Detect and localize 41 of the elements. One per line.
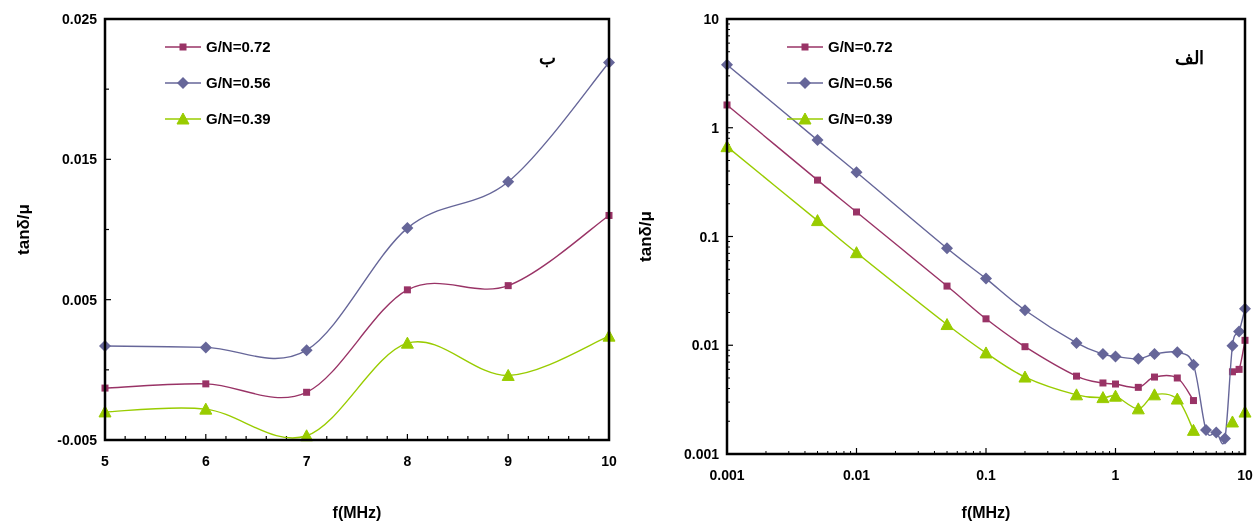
point [202, 380, 210, 388]
x-tick-label: 9 [504, 453, 513, 469]
x-tick-label: 0.01 [842, 467, 871, 483]
legend-label: G/N=0.56 [828, 74, 893, 91]
x-axis-title: f(MHz) [961, 504, 1011, 521]
point [199, 402, 213, 415]
point [400, 336, 414, 349]
x-tick-label: 0.1 [976, 467, 996, 483]
y-tick-label: 10 [703, 11, 720, 27]
x-tick-label: 7 [302, 453, 311, 469]
y-axis-title: tanδ/μ [636, 211, 655, 262]
x-tick-label: 1 [1111, 467, 1120, 483]
y-tick-label: 0.1 [699, 228, 720, 245]
point [504, 282, 512, 290]
x-tick-label: 5 [101, 453, 110, 469]
x-tick-label: 6 [201, 453, 210, 469]
y-tick-label: 0.025 [61, 11, 98, 27]
x-tick-label: 10 [601, 453, 617, 469]
point [501, 368, 515, 381]
x-tick-label: 10 [1237, 467, 1253, 483]
annotation: الف [1175, 48, 1204, 68]
point [403, 286, 411, 294]
y-tick-label: 0.005 [61, 291, 98, 308]
y-tick-label: 0.015 [61, 151, 98, 168]
point [300, 344, 313, 357]
legend-label: G/N=0.72 [828, 38, 893, 55]
legend-label: G/N=0.72 [206, 38, 271, 55]
legend-label: G/N=0.39 [828, 110, 893, 127]
point [502, 175, 515, 188]
point [199, 341, 212, 354]
y-axis-title: tanδ/μ [14, 204, 33, 255]
x-axis-title: f(MHz) [332, 504, 382, 521]
point [303, 388, 311, 396]
point [401, 222, 414, 235]
x-tick-label: 8 [403, 453, 412, 469]
y-tick-label: 0.01 [691, 337, 720, 354]
annotation: ب [539, 48, 556, 68]
legend-label: G/N=0.39 [206, 110, 271, 127]
legend-label: G/N=0.56 [206, 74, 271, 91]
y-tick-label: -0.005 [57, 432, 98, 448]
y-tick-label: 1 [711, 119, 720, 136]
